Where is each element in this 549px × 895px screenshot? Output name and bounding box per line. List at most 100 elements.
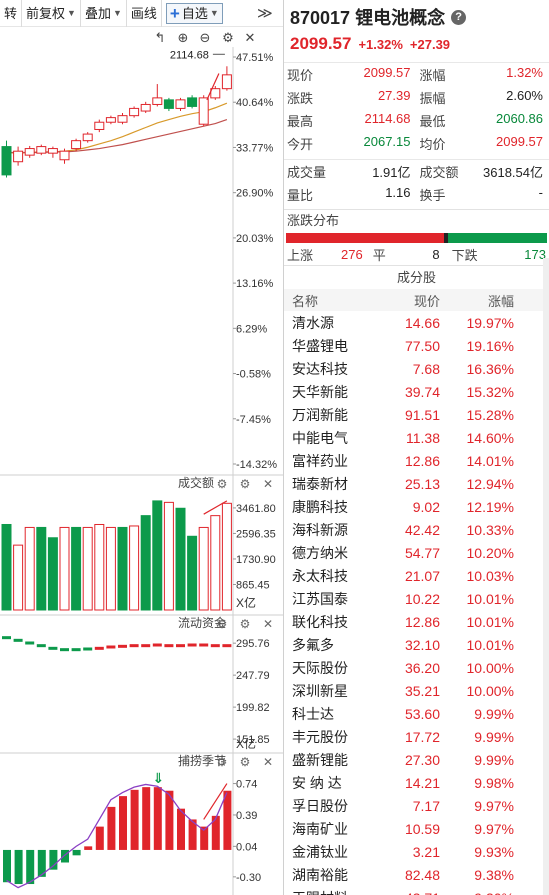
component-row[interactable]: 天华新能 39.74 15.32% [284, 380, 549, 403]
component-row[interactable]: 孚日股份 7.17 9.97% [284, 794, 549, 817]
component-price: 54.77 [404, 544, 440, 561]
help-icon[interactable]: ? [451, 9, 467, 25]
fund-segment [129, 644, 139, 648]
component-row[interactable]: 天赐材料43.719.30% [284, 886, 549, 895]
component-row[interactable]: 安达科技 7.68 16.36% [284, 357, 549, 380]
component-row[interactable]: 万润新能 91.51 15.28% [284, 403, 549, 426]
volume-bar [163, 501, 174, 611]
scrollbar[interactable] [543, 258, 549, 895]
fund-segment [94, 646, 104, 650]
gear-icon[interactable]: ⚙ [222, 30, 234, 45]
zoom-out-icon[interactable]: ⊖ [200, 30, 211, 45]
toolbar-adjust-dropdown[interactable]: 前复权 ▼ [22, 0, 81, 27]
component-row[interactable]: 丰元股份 17.72 9.99% [284, 725, 549, 748]
close-icon[interactable]: ✕ [263, 755, 273, 769]
component-row[interactable]: 华盛锂电 77.50 19.16% [284, 334, 549, 357]
component-row[interactable]: 中能电气 11.38 14.60% [284, 426, 549, 449]
component-row[interactable]: 湖南裕能 82.48 9.38% [284, 863, 549, 886]
gear-icon[interactable]: ⚙ [217, 617, 228, 631]
charts-svg[interactable]: ↰ ⊕ ⊖ ⚙ ✕ 47.51% 40.64% 33.77% 26.90% 20.03% 13.16… [0, 27, 283, 895]
component-price: 7.68 [412, 360, 440, 377]
component-change: 10.00% [466, 682, 514, 699]
components-title: 成分股 [284, 265, 549, 289]
component-row[interactable]: 康鹏科技 9.02 12.19% [284, 495, 549, 518]
flat-label: 平 [372, 247, 386, 263]
component-change: 19.97% [466, 314, 514, 331]
component-row[interactable]: 海南矿业 10.59 9.97% [284, 817, 549, 840]
close-icon[interactable]: ✕ [263, 617, 273, 631]
quote-cell: 成交额 3618.54亿 [417, 162, 549, 181]
component-price: 25.13 [404, 475, 440, 492]
component-change: 15.28% [466, 406, 514, 423]
undo-icon[interactable]: ↰ [155, 30, 166, 45]
gear-icon[interactable]: ⚙ [217, 755, 228, 769]
gear-icon[interactable]: ⚙ [240, 477, 251, 491]
header-change[interactable]: 涨幅 [487, 293, 514, 309]
quote-cell: 今开 2067.15 [284, 134, 417, 153]
y-axis-label: 3461.80 [236, 503, 276, 515]
component-price: 53.60 [404, 705, 440, 722]
component-price: 27.30 [404, 751, 440, 768]
buy-signal-arrow-icon: ⇑ [187, 835, 199, 851]
change-percent: +1.32% [358, 37, 403, 52]
y-axis-label: 47.51% [236, 52, 274, 64]
component-row[interactable]: 盛新锂能 27.30 9.99% [284, 748, 549, 771]
component-name: 永太科技 [292, 567, 348, 584]
gear-icon[interactable]: ⚙ [240, 755, 251, 769]
volume-bar [129, 525, 140, 611]
component-change: 15.32% [466, 383, 514, 400]
component-change: 12.19% [466, 498, 514, 515]
component-row[interactable]: 德方纳米 54.77 10.20% [284, 541, 549, 564]
component-price: 36.20 [404, 659, 440, 676]
change-amount: +27.39 [409, 37, 451, 52]
volume-bar [82, 526, 93, 611]
volume-bar [13, 544, 24, 611]
volume-bar [47, 537, 58, 611]
component-row[interactable]: 江苏国泰 10.22 10.01% [284, 587, 549, 610]
component-row[interactable]: 多氟多 32.10 10.01% [284, 633, 549, 656]
zoom-in-icon[interactable]: ⊕ [178, 30, 189, 45]
component-row[interactable]: 金浦钛业 3.21 9.93% [284, 840, 549, 863]
toolbar-overlay-dropdown[interactable]: 叠加 ▼ [81, 0, 127, 27]
quote-label: 最低 [419, 114, 446, 129]
toolbar-rotate-button[interactable]: 转 [0, 0, 23, 27]
component-name: 富祥药业 [292, 452, 348, 469]
fund-segment [71, 648, 81, 652]
candle-body [59, 150, 70, 161]
trend-line [203, 500, 228, 515]
component-row[interactable]: 科士达 53.60 9.99% [284, 702, 549, 725]
gear-icon[interactable]: ⚙ [217, 477, 228, 491]
chart-area[interactable]: ↰ ⊕ ⊖ ⚙ ✕ 47.51% 40.64% 33.77% 26.90% 20.03% 13.16… [0, 27, 283, 895]
indicator-bar [14, 849, 23, 885]
component-name: 江苏国泰 [292, 590, 348, 607]
quote-label: 现价 [287, 68, 314, 83]
header-price[interactable]: 现价 [413, 293, 440, 309]
toolbar-draw-button[interactable]: 画线 [127, 0, 162, 27]
component-row[interactable]: 瑞泰新材 25.13 12.94% [284, 472, 549, 495]
gear-icon[interactable]: ⚙ [240, 617, 251, 631]
component-row[interactable]: 联化科技 12.86 10.01% [284, 610, 549, 633]
up-label: 上涨 [287, 247, 314, 263]
quote-value: 1.91亿 [372, 165, 411, 180]
component-row[interactable]: 永太科技 21.07 10.03% [284, 564, 549, 587]
quote-value: 2099.57 [363, 65, 411, 80]
component-row[interactable]: 富祥药业 12.86 14.01% [284, 449, 549, 472]
component-row[interactable]: 安 纳 达 14.21 9.98% [284, 771, 549, 794]
component-row[interactable]: 深圳新星 35.21 10.00% [284, 679, 549, 702]
double-chevron-right-icon[interactable]: ≫ [257, 4, 273, 22]
component-row[interactable]: 清水源 14.66 19.97% [284, 311, 549, 334]
candle-body [71, 140, 82, 150]
quote-label: 最高 [287, 114, 314, 129]
candle-body [210, 88, 221, 99]
component-change: 10.01% [466, 590, 514, 607]
header-name[interactable]: 名称 [292, 293, 319, 309]
component-name: 深圳新星 [292, 682, 348, 699]
component-row[interactable]: 天际股份 36.20 10.00% [284, 656, 549, 679]
close-icon[interactable]: ✕ [245, 30, 256, 45]
current-price: 2099.57 [290, 34, 352, 53]
component-row[interactable]: 海科新源 42.42 10.33% [284, 518, 549, 541]
fund-segment [48, 646, 58, 650]
quote-row: 现价 2099.57 涨幅 1.32% [284, 63, 549, 86]
close-icon[interactable]: ✕ [263, 477, 273, 491]
toolbar-watchlist-button[interactable]: + 自选 ▼ [165, 2, 223, 24]
